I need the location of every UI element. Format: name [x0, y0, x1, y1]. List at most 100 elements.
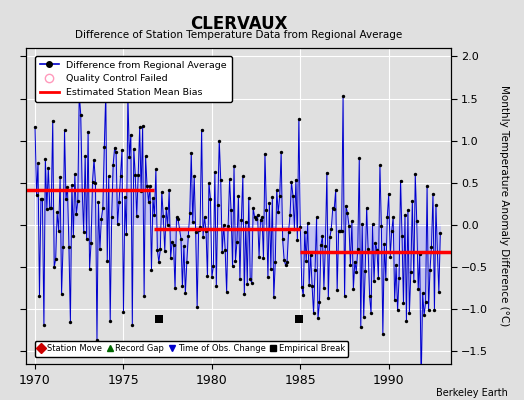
Point — [93, 337, 101, 343]
Point — [94, 198, 103, 205]
Point — [87, 240, 95, 246]
Point — [222, 289, 231, 295]
Point — [38, 196, 47, 202]
Point — [272, 187, 281, 194]
Point — [129, 146, 138, 152]
Point — [155, 259, 163, 265]
Point — [430, 307, 439, 313]
Point — [111, 145, 119, 151]
Point — [246, 276, 254, 282]
Point — [432, 202, 440, 208]
Point — [77, 112, 85, 118]
Point — [35, 293, 43, 299]
Point — [252, 216, 260, 222]
Point — [102, 90, 110, 96]
Point — [333, 287, 341, 293]
Point — [75, 91, 83, 97]
Point — [290, 226, 299, 232]
Point — [99, 205, 107, 211]
Point — [332, 187, 340, 193]
Point — [141, 153, 150, 160]
Point — [133, 212, 141, 219]
Point — [193, 304, 201, 310]
Point — [56, 174, 64, 180]
Point — [212, 283, 221, 289]
Point — [116, 173, 125, 179]
Point — [396, 177, 405, 184]
Point — [363, 205, 371, 211]
Point — [178, 283, 187, 290]
Point — [324, 295, 333, 301]
Point — [340, 293, 348, 299]
Point — [301, 229, 309, 236]
Point — [185, 210, 194, 216]
Point — [315, 299, 324, 306]
Point — [159, 213, 168, 219]
Point — [62, 196, 70, 202]
Point — [34, 160, 42, 166]
Point — [283, 259, 291, 265]
Point — [308, 283, 316, 289]
Point — [274, 209, 282, 216]
Point — [327, 226, 335, 232]
Point — [147, 267, 156, 273]
Point — [218, 249, 226, 255]
Point — [339, 93, 347, 99]
Point — [203, 273, 212, 280]
Point — [66, 319, 74, 325]
Point — [144, 198, 152, 205]
Point — [410, 277, 418, 284]
Point — [121, 194, 129, 200]
Point — [293, 237, 301, 243]
Point — [342, 203, 350, 209]
Point — [150, 212, 159, 218]
Point — [383, 214, 391, 221]
Point — [395, 275, 403, 282]
Point — [44, 164, 52, 171]
Point — [408, 198, 417, 204]
Point — [314, 315, 322, 322]
Point — [156, 246, 165, 253]
Point — [394, 307, 402, 314]
Point — [416, 251, 424, 258]
Point — [136, 124, 144, 130]
Point — [206, 196, 215, 202]
Point — [245, 194, 253, 201]
Point — [305, 282, 313, 288]
Point — [230, 163, 238, 170]
Point — [53, 209, 61, 216]
Point — [364, 246, 372, 252]
Point — [78, 187, 86, 193]
Point — [374, 275, 383, 282]
Point — [41, 155, 50, 162]
Point — [138, 123, 147, 130]
Point — [220, 222, 228, 228]
Point — [287, 179, 296, 186]
Point — [202, 227, 210, 234]
Point — [128, 322, 136, 328]
Point — [199, 234, 207, 240]
Point — [224, 223, 232, 230]
Point — [72, 211, 81, 217]
Point — [200, 214, 209, 220]
Point — [131, 172, 139, 178]
Point — [162, 205, 170, 212]
Point — [113, 220, 122, 227]
Point — [228, 263, 237, 270]
Point — [376, 162, 384, 168]
Title: CLERVAUX: CLERVAUX — [190, 14, 287, 32]
Point — [329, 205, 337, 211]
Point — [59, 244, 67, 250]
Point — [372, 240, 380, 246]
Point — [267, 265, 275, 272]
Point — [387, 228, 396, 235]
Point — [163, 222, 172, 228]
Point — [401, 212, 409, 218]
Point — [348, 218, 356, 224]
Point — [336, 228, 344, 234]
Point — [91, 180, 100, 186]
Point — [112, 149, 121, 155]
Point — [426, 266, 434, 273]
Point — [390, 297, 399, 304]
Point — [354, 246, 362, 252]
